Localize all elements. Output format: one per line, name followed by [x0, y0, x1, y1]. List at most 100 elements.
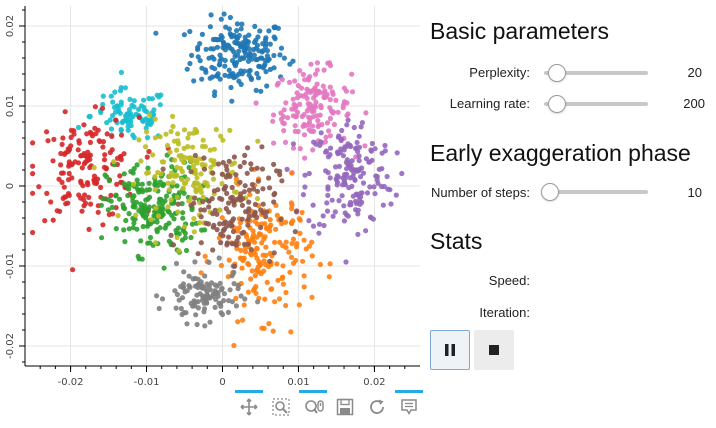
scatter-point — [180, 185, 186, 191]
scatter-point — [281, 121, 287, 127]
scatter-point — [267, 258, 273, 264]
scatter-point — [333, 97, 339, 103]
scatter-point — [197, 220, 203, 226]
scatter-point — [332, 209, 338, 215]
scatter-point — [266, 321, 272, 327]
tsne-scatter-plot[interactable]: -0.02 -0.01 0 0.01 0.02 0.02 0.01 0 -0.01 -0.02 — [0, 0, 425, 428]
scatter-point — [239, 255, 245, 262]
scatter-point — [292, 229, 298, 235]
scatter-point — [294, 241, 300, 247]
scatter-point — [109, 204, 115, 210]
scatter-point — [217, 58, 223, 64]
scatter-point — [237, 196, 243, 202]
scatter-point — [136, 187, 142, 193]
scatter-point — [179, 201, 185, 207]
scatter-point — [356, 133, 362, 139]
scatter-point — [66, 170, 72, 177]
scatter-point — [264, 279, 270, 285]
scatter-point — [333, 176, 339, 182]
scatter-point — [388, 201, 394, 207]
scatter-point — [154, 219, 160, 225]
scatter-point — [223, 174, 229, 180]
scatter-point — [200, 199, 206, 205]
scatter-point — [179, 169, 185, 175]
scatter-point — [150, 152, 156, 158]
scatter-point — [178, 305, 184, 312]
chart-svg[interactable]: -0.02 -0.01 0 0.01 0.02 0.02 0.01 0 -0.01 -0.02 — [0, 0, 425, 428]
scatter-point — [160, 206, 166, 212]
scatter-point — [29, 140, 36, 146]
scatter-point — [216, 300, 222, 306]
scatter-point — [175, 225, 182, 231]
scatter-point — [371, 184, 377, 190]
learning-rate-slider-handle[interactable] — [548, 95, 567, 113]
scatter-point — [173, 305, 179, 311]
scatter-point — [158, 196, 164, 203]
scatter-point — [203, 69, 209, 75]
scatter-point — [170, 180, 176, 186]
scatter-point — [240, 317, 246, 323]
scatter-point — [140, 204, 146, 210]
scatter-point — [60, 170, 66, 176]
stop-button[interactable] — [474, 330, 514, 370]
learning-rate-slider[interactable] — [544, 95, 648, 113]
scatter-point — [232, 63, 239, 69]
scatter-point — [186, 164, 192, 171]
scatter-point — [51, 136, 57, 142]
scatter-point — [214, 211, 220, 217]
number-of-steps-slider[interactable] — [541, 183, 648, 201]
learning-rate-label: Learning rate: — [449, 96, 530, 111]
scatter-point — [198, 171, 204, 177]
scatter-point — [147, 121, 153, 127]
scatter-point — [344, 100, 350, 106]
scatter-point — [203, 46, 209, 52]
scatter-point — [136, 137, 142, 143]
scatter-point — [380, 202, 386, 208]
scatter-point — [144, 129, 150, 135]
scatter-point — [316, 230, 322, 236]
wheel-zoom-tool-button[interactable] — [298, 390, 328, 424]
scatter-point — [307, 74, 313, 80]
number-of-steps-slider-handle[interactable] — [541, 183, 559, 201]
scatter-point — [181, 269, 187, 275]
scatter-point — [306, 127, 312, 133]
scatter-point — [44, 190, 50, 196]
scatter-point — [131, 104, 137, 110]
scatter-point — [191, 78, 197, 84]
pan-tool-button[interactable] — [234, 390, 264, 424]
reset-tool-button[interactable] — [362, 390, 392, 424]
scatter-point — [78, 178, 84, 184]
scatter-point — [113, 205, 119, 211]
scatter-point — [336, 163, 342, 169]
perplexity-slider[interactable] — [544, 64, 648, 82]
scatter-point — [218, 262, 224, 269]
scatter-point — [118, 157, 124, 163]
scatter-point — [215, 290, 221, 296]
scatter-point — [234, 228, 241, 234]
scatter-point — [122, 239, 128, 245]
scatter-point — [330, 213, 336, 219]
pause-button[interactable] — [430, 330, 470, 370]
scatter-point — [208, 12, 214, 18]
scatter-point — [344, 143, 350, 149]
scatter-point — [188, 169, 194, 175]
scatter-point — [343, 88, 349, 94]
scatter-point — [328, 145, 334, 151]
scatter-point — [176, 297, 182, 303]
scatter-point — [175, 201, 181, 207]
scatter-point — [122, 85, 128, 91]
box-zoom-tool-button[interactable] — [266, 390, 296, 424]
scatter-point — [251, 286, 258, 292]
scatter-point — [326, 128, 332, 134]
save-tool-button[interactable] — [330, 390, 360, 424]
scatter-point — [170, 123, 176, 129]
perplexity-slider-handle[interactable] — [548, 64, 567, 82]
scatter-point — [369, 140, 375, 147]
perplexity-value: 20 — [687, 65, 702, 80]
scatter-point — [151, 107, 157, 113]
scatter-point — [186, 131, 192, 137]
scatter-point — [68, 143, 74, 149]
scatter-point — [357, 201, 363, 207]
scatter-point — [260, 210, 266, 216]
hover-tool-button[interactable] — [394, 390, 424, 424]
